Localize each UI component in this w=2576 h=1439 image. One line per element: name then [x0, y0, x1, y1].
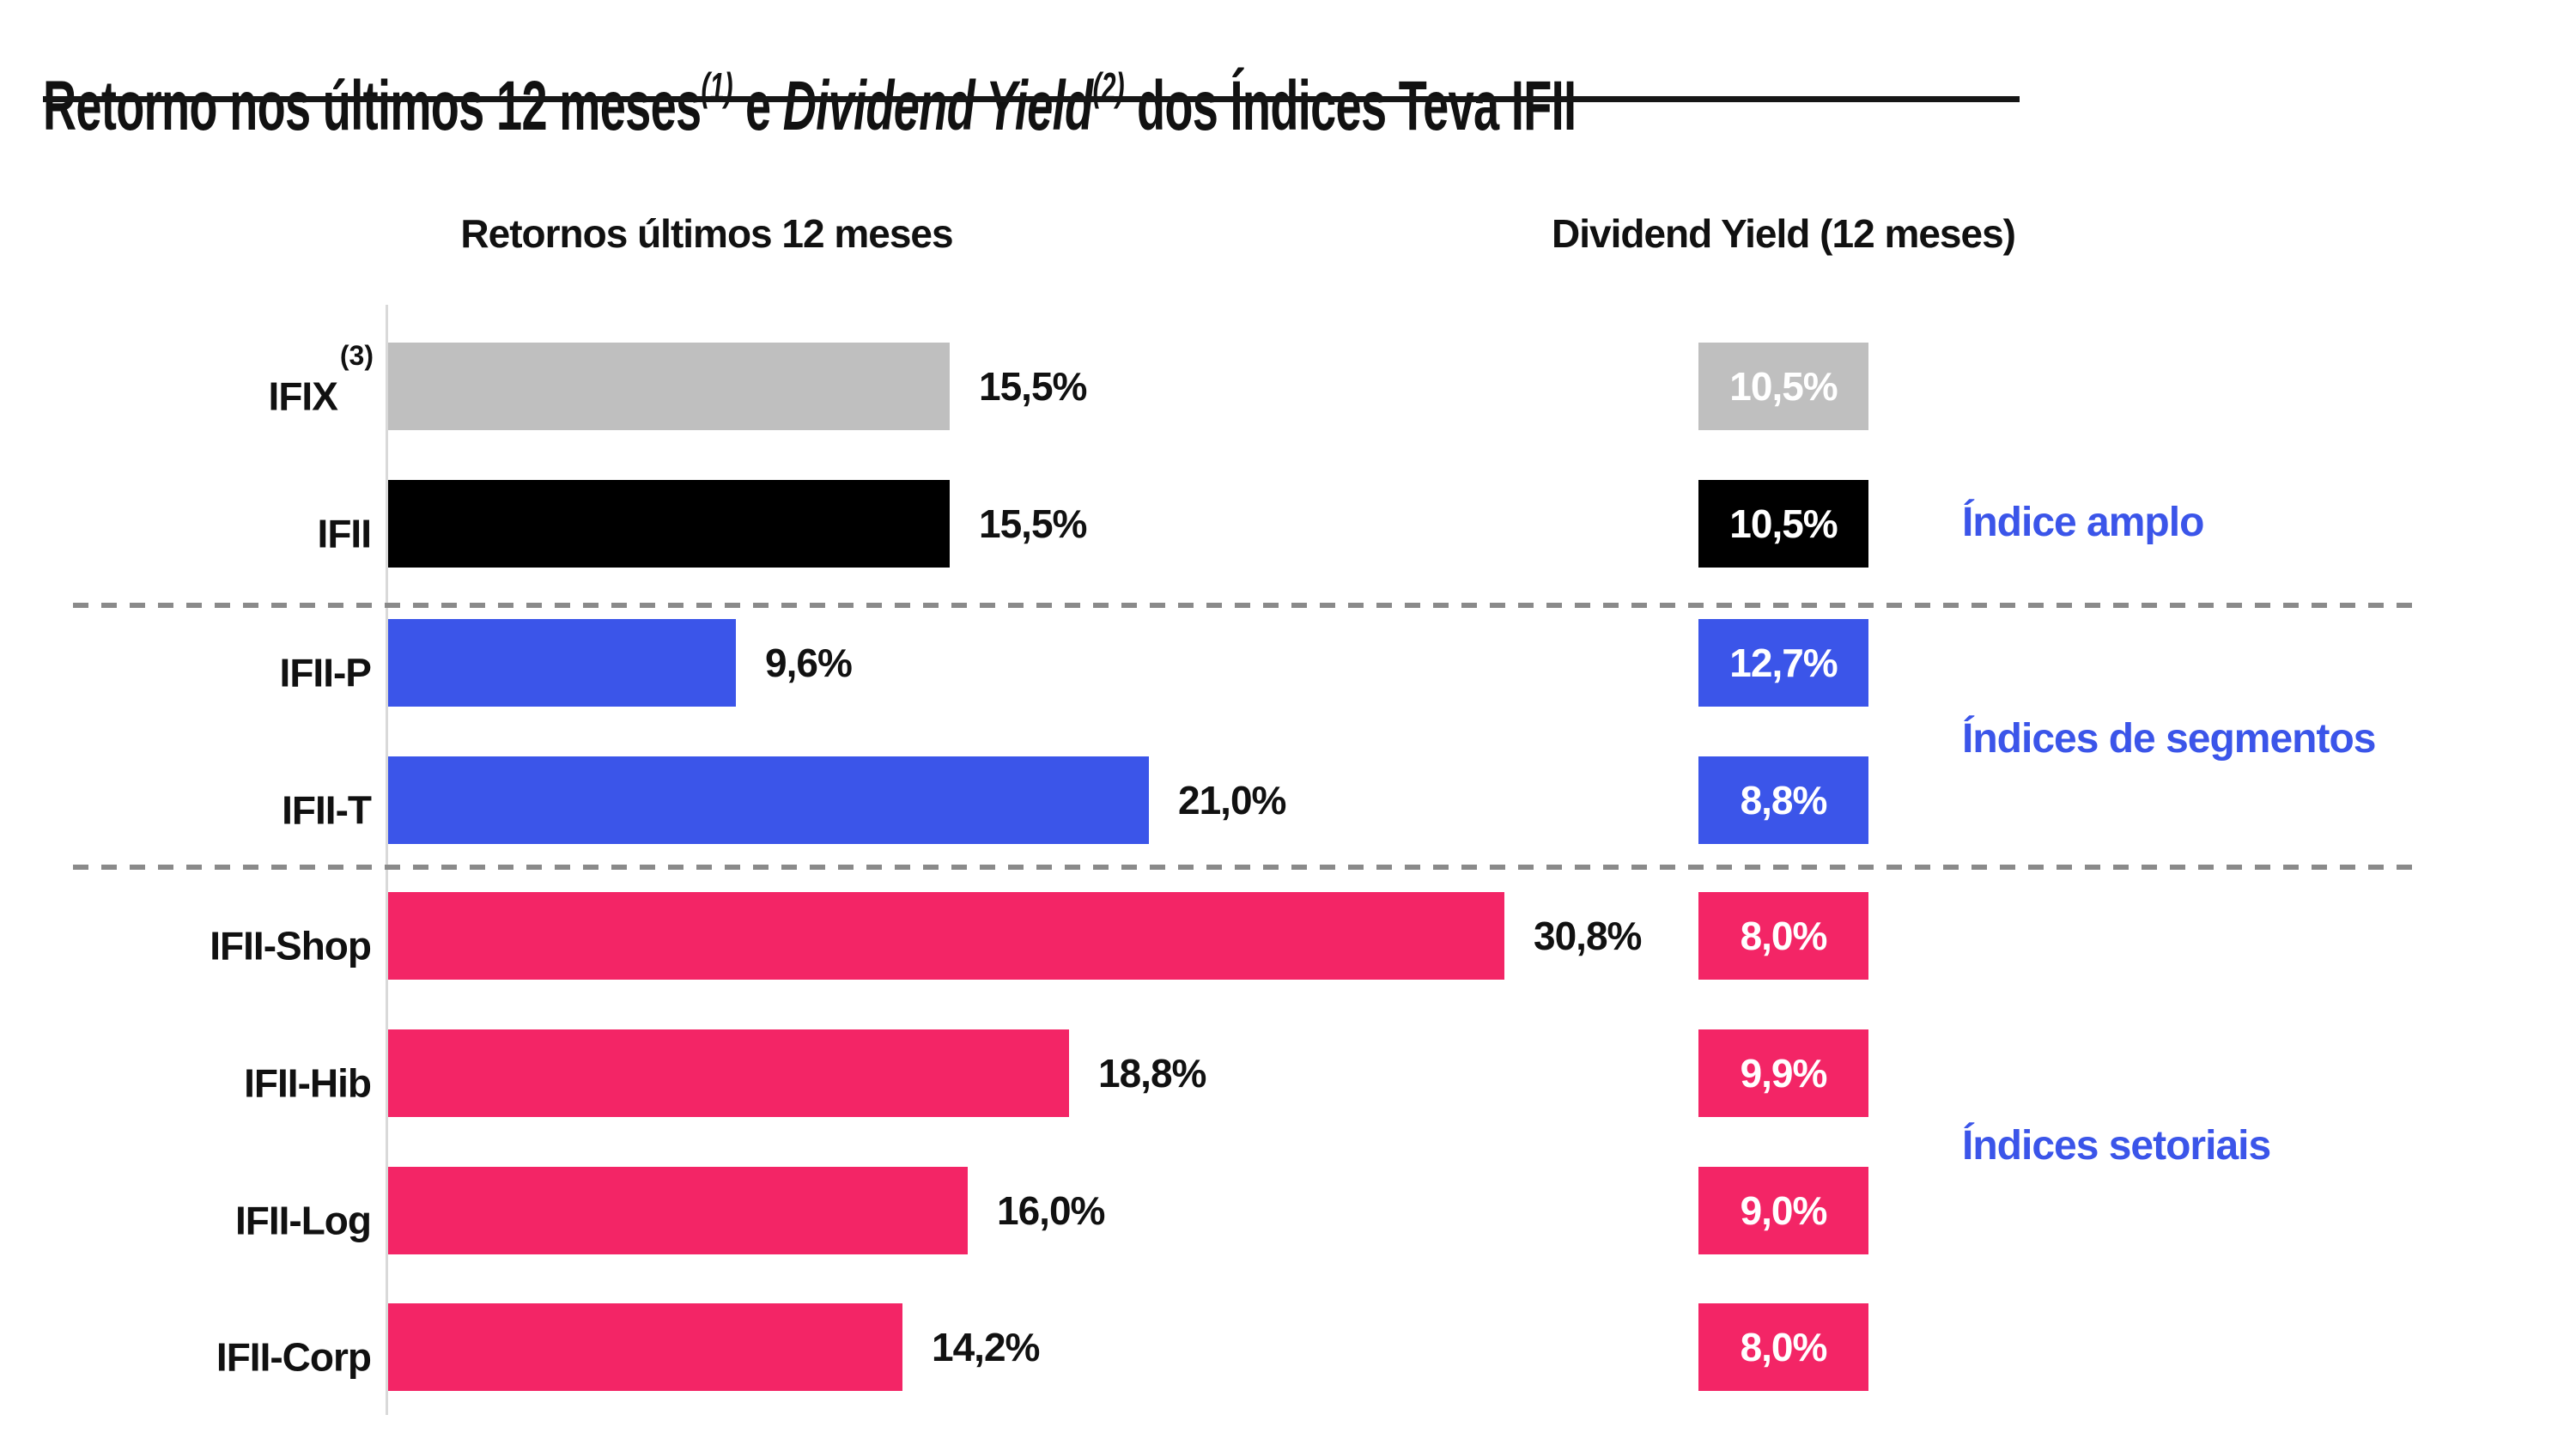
row-label-text: IFII-P	[279, 650, 372, 695]
dy-value-label: 10,5%	[1729, 501, 1838, 546]
dy-box: 12,7%	[1698, 619, 1868, 707]
return-bar	[388, 1167, 968, 1254]
title-italic-part: Dividend Yield	[782, 66, 1093, 145]
dy-box: 8,8%	[1698, 756, 1868, 844]
return-value-label: 30,8%	[1534, 914, 1642, 958]
return-value-label: 16,0%	[997, 1188, 1105, 1233]
row-label-text: IFII-Shop	[210, 923, 372, 968]
row-label-text: IFII	[317, 511, 372, 556]
dividend-yield-column-header: Dividend Yield (12 meses)	[1551, 211, 2016, 256]
row-label-text: IFIX	[268, 373, 338, 419]
row-label-text: IFII-Hib	[244, 1060, 372, 1106]
dy-value-label: 9,0%	[1740, 1188, 1828, 1233]
dy-value-label: 12,7%	[1729, 641, 1838, 685]
dy-box: 9,9%	[1698, 1029, 1868, 1117]
row-label: IFII-Log	[0, 1167, 374, 1254]
chart-row-ifii-corp: IFII-Corp 14,2% 8,0%	[0, 1303, 2576, 1391]
chart-row-ifii-log: IFII-Log 16,0% 9,0%	[0, 1167, 2576, 1254]
chart-row-ifii-p: IFII-P 9,6% 12,7%	[0, 619, 2576, 707]
row-label: IFII	[0, 480, 374, 568]
dy-value-label: 8,8%	[1740, 778, 1828, 823]
row-label-text: IFII-T	[282, 787, 372, 833]
dy-box: 10,5%	[1698, 343, 1868, 430]
dy-value-label: 8,0%	[1740, 914, 1828, 958]
dy-value-label: 9,9%	[1740, 1051, 1828, 1096]
chart-row-ifii-shop: IFII-Shop 30,8% 8,0%	[0, 892, 2576, 980]
return-bar	[388, 1303, 902, 1391]
group-label-indice-amplo: Índice amplo	[1962, 500, 2204, 545]
return-bar	[388, 756, 1149, 844]
dy-box: 9,0%	[1698, 1167, 1868, 1254]
chart-row-ifii: IFII 15,5% 10,5%	[0, 480, 2576, 568]
dy-value-label: 8,0%	[1740, 1325, 1828, 1369]
return-value-label: 15,5%	[979, 364, 1087, 409]
dy-box: 8,0%	[1698, 1303, 1868, 1391]
title-underline	[43, 96, 2020, 102]
return-bar	[388, 1029, 1069, 1117]
row-label: IFIX(3)	[0, 340, 374, 430]
group-divider-dashed-1	[73, 603, 2423, 608]
row-label-text: IFII-Corp	[216, 1334, 372, 1380]
row-label-footnote: (3)	[339, 340, 374, 371]
title-prefix: Retorno nos últimos 12 meses	[43, 66, 702, 145]
returns-column-header: Retornos últimos 12 meses	[460, 211, 953, 256]
chart-row-ifii-hib: IFII-Hib 18,8% 9,9%	[0, 1029, 2576, 1117]
row-label: IFII-T	[0, 756, 374, 844]
return-bar	[388, 892, 1504, 980]
return-value-label: 9,6%	[765, 641, 853, 685]
dy-value-label: 10,5%	[1729, 364, 1838, 409]
chart-row-ifix: IFIX(3) 15,5% 10,5%	[0, 340, 2576, 430]
title-connector: e	[732, 66, 783, 145]
page-title: Retorno nos últimos 12 meses(1) e Divide…	[43, 64, 1577, 145]
y-axis-line	[386, 305, 388, 1415]
dy-box: 10,5%	[1698, 480, 1868, 568]
title-footnote-1: (1)	[701, 64, 733, 109]
return-value-label: 14,2%	[932, 1325, 1040, 1369]
title-suffix: dos Índices Teva IFII	[1124, 66, 1577, 145]
group-label-indices-setoriais: Índices setoriais	[1962, 1123, 2271, 1169]
return-value-label: 15,5%	[979, 501, 1087, 546]
row-label: IFII-P	[0, 619, 374, 707]
chart-row-ifii-t: IFII-T 21,0% 8,8%	[0, 756, 2576, 844]
return-bar	[388, 480, 950, 568]
group-label-indices-de-segmentos: Índices de segmentos	[1962, 716, 2376, 762]
title-footnote-2: (2)	[1092, 64, 1125, 109]
return-bar	[388, 619, 736, 707]
return-bar	[388, 343, 950, 430]
return-value-label: 18,8%	[1098, 1051, 1206, 1096]
group-divider-dashed-2	[73, 865, 2423, 870]
row-label: IFII-Hib	[0, 1029, 374, 1117]
row-label: IFII-Corp	[0, 1303, 374, 1391]
return-value-label: 21,0%	[1178, 778, 1286, 823]
dy-box: 8,0%	[1698, 892, 1868, 980]
row-label: IFII-Shop	[0, 892, 374, 980]
row-label-text: IFII-Log	[234, 1198, 372, 1243]
